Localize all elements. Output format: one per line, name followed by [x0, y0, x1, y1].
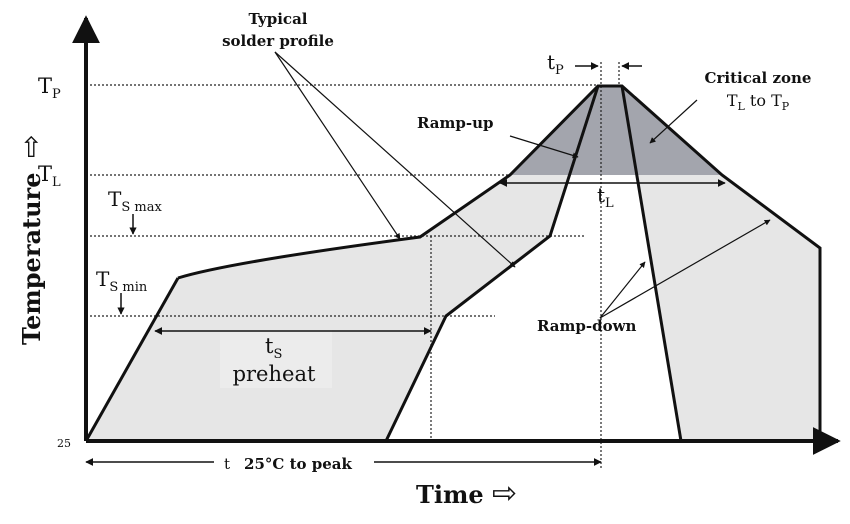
t25-label-bg [214, 452, 374, 474]
upper-profile-curve [84, 277, 180, 442]
tl-time-label: tL [597, 183, 614, 211]
t25-label: 25 [57, 437, 71, 450]
ts-min-label: TS min [96, 267, 148, 295]
typical-label-line1: Typical [249, 10, 308, 28]
critical-zone-fill [510, 86, 722, 175]
critical-zone-range: TL to TP [727, 91, 790, 113]
typical-label-line2: solder profile [222, 32, 334, 50]
y-axis-up-arrow-icon: ⇨ [14, 135, 47, 158]
t25-to-peak-label: t 25°C to peak [224, 455, 352, 473]
process-window-band [86, 86, 820, 441]
preheat-box [220, 330, 332, 388]
critical-zone-label: Critical zone [705, 69, 812, 87]
preheat-label: preheat [233, 362, 316, 386]
guide-lines [86, 62, 620, 470]
ramp-down-label: Ramp-down [537, 317, 637, 335]
tp-time-label: tP [547, 50, 564, 78]
tl-label: TL [38, 162, 61, 190]
x-axis-right-arrow-icon: ⇨ [492, 476, 517, 511]
x-axis-title: Time [416, 480, 484, 509]
ts-max-label: TS max [108, 187, 162, 215]
lower-profile-curve [384, 85, 683, 442]
y-axis-title: Temperature [17, 173, 46, 345]
ramp-up-label: Ramp-up [417, 114, 494, 132]
leader-lines [274, 51, 771, 319]
tp-label: TP [38, 74, 61, 102]
ts-time-label: tS [265, 334, 282, 362]
